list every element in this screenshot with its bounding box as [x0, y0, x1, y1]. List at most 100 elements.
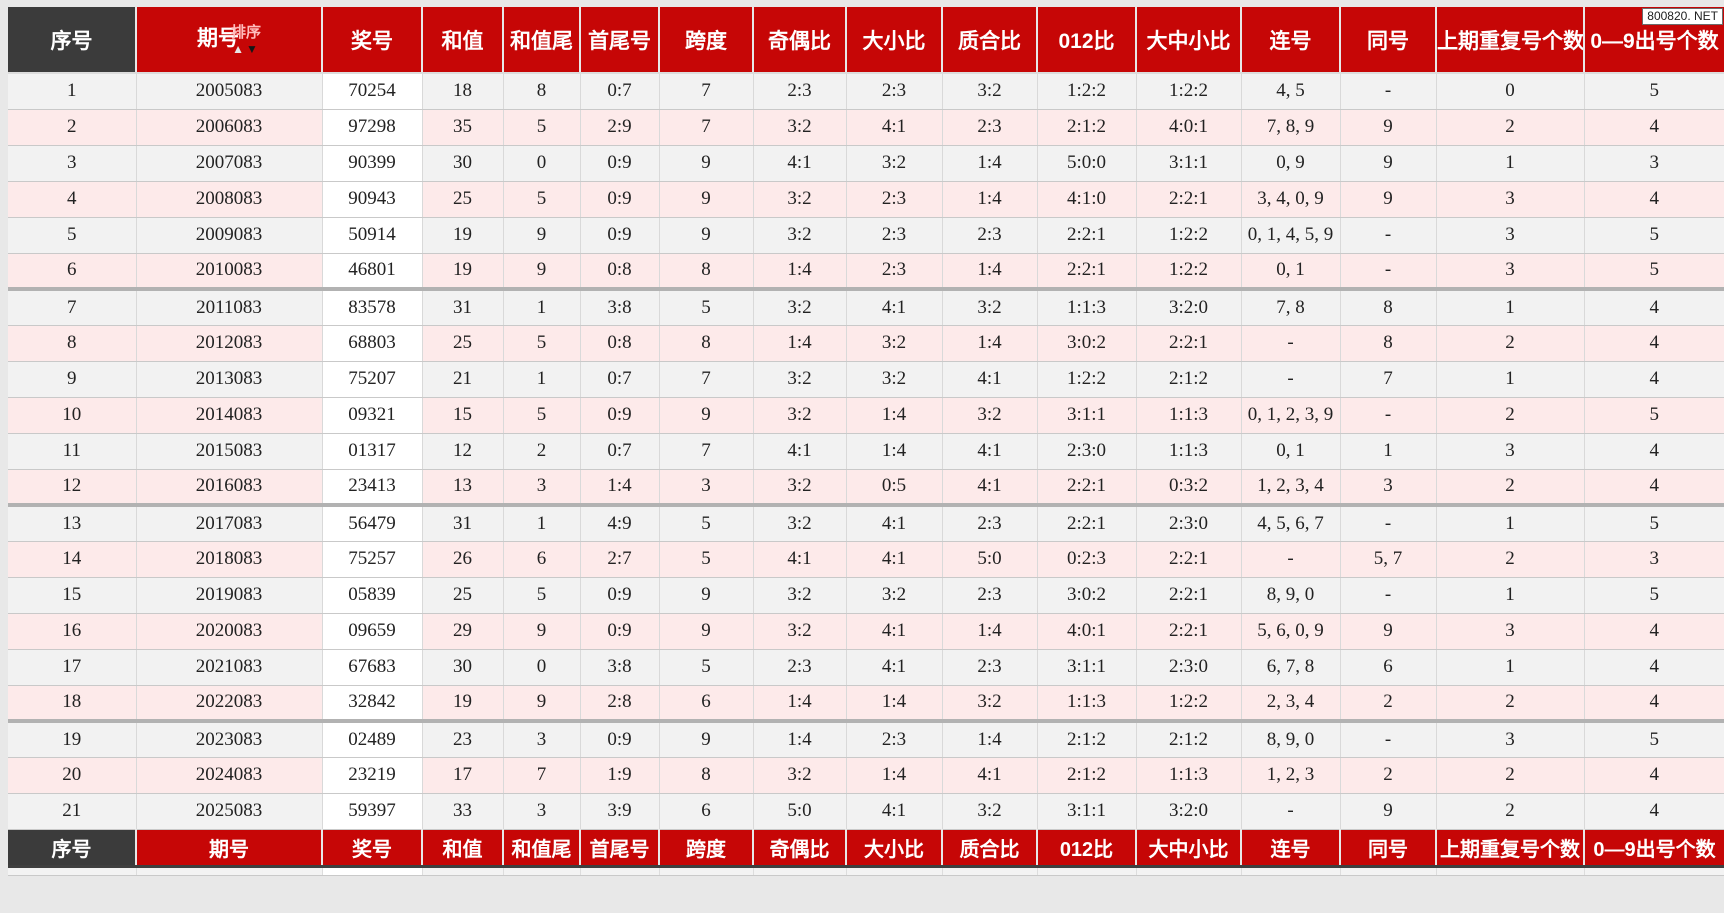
header-repeat-previous: 上期重复号个数	[1436, 7, 1585, 74]
cell-digit-count: 5	[1584, 73, 1724, 110]
cell-sum: 13	[422, 469, 504, 507]
cell-period: 2014083	[136, 397, 323, 434]
cell-span: 9	[659, 145, 754, 182]
cell-012-ratio: 2:2:1	[1037, 469, 1137, 507]
cell-prize-number: 01317	[322, 433, 423, 470]
cell-period: 2020083	[136, 613, 323, 650]
cell-odd-even-ratio: 1:4	[753, 253, 847, 291]
cell-digit-count: 4	[1584, 289, 1724, 326]
cell-repeat-previous: 3	[1436, 217, 1585, 254]
cell-big-small-ratio: 4:1	[846, 109, 943, 146]
sort-desc-icon[interactable]: ▼	[245, 41, 260, 56]
cell-period: 2023083	[136, 721, 323, 758]
sort-asc-icon[interactable]: ▲	[232, 41, 246, 56]
cell-digit-count: 4	[1584, 649, 1724, 686]
table-row: 5 2009083 50914 19 9 0:9 9 3:2 2:3 2:3 2:2:1 1:2:2 0…	[8, 217, 1724, 254]
footer-sum: 和值	[422, 828, 504, 868]
cell-digit-count: 4	[1584, 469, 1724, 507]
cell-prime-composite-ratio: 1:4	[942, 253, 1038, 291]
cell-span: 5	[659, 649, 754, 686]
cell-period: 2013083	[136, 361, 323, 398]
cell-digit-count: 5	[1584, 721, 1724, 758]
cell-odd-even-ratio: 4:1	[753, 541, 847, 578]
cell-prize-number: 70254	[322, 73, 423, 110]
cell-repeat-previous: 0	[1436, 73, 1585, 110]
cell-sum-tail: 9	[503, 217, 581, 254]
cell-serial: 19	[8, 721, 137, 758]
cell-prime-composite-ratio: 2:3	[942, 505, 1038, 542]
cell-big-mid-small-ratio: 2:3:0	[1136, 505, 1242, 542]
cell-min-max: 1:9	[580, 757, 660, 794]
cell-big-small-ratio: 1:4	[846, 757, 943, 794]
cell-prize-number: 32842	[322, 685, 423, 723]
table-row: 3 2007083 90399 30 0 0:9 9 4:1 3:2 1:4 5:0:0 3:1:1 0…	[8, 145, 1724, 182]
cell-consecutive: -	[1241, 325, 1341, 362]
header-row: 序号 期号 排序 ▲▼ 奖号 和值 和值尾 首尾号 跨度 奇偶比 大小比	[8, 7, 1724, 74]
cell-prize-number: 46801	[322, 253, 423, 291]
header-big-small-ratio: 大小比	[846, 7, 943, 74]
cell-digit-count: 5	[1584, 253, 1724, 291]
table-row: 1 2005083 70254 18 8 0:7 7 2:3 2:3 3:2 1:2:2 1:2:2 4…	[8, 73, 1724, 110]
cell-sum: 29	[422, 613, 504, 650]
cell-consecutive: 5, 6, 0, 9	[1241, 613, 1341, 650]
cutoff-cell	[322, 866, 423, 876]
cell-repeat-previous: 2	[1436, 757, 1585, 794]
cell-sum: 35	[422, 109, 504, 146]
cell-prize-number: 97298	[322, 109, 423, 146]
cell-digit-count: 5	[1584, 505, 1724, 542]
cell-same-number: 9	[1340, 181, 1437, 218]
table-row: 20 2024083 23219 17 7 1:9 8 3:2 1:4 4:1 2:1:2 1:1:3…	[8, 757, 1724, 794]
sort-control[interactable]: 排序 ▲▼	[231, 25, 261, 55]
cell-same-number: 5, 7	[1340, 541, 1437, 578]
cell-same-number: -	[1340, 397, 1437, 434]
cell-serial: 10	[8, 397, 137, 434]
cutoff-cell	[942, 866, 1038, 876]
cutoff-cell	[1037, 866, 1137, 876]
header-sum: 和值	[422, 7, 504, 74]
sort-arrows[interactable]: ▲▼	[232, 43, 260, 55]
cell-odd-even-ratio: 3:2	[753, 577, 847, 614]
cell-big-mid-small-ratio: 1:1:3	[1136, 757, 1242, 794]
cell-span: 7	[659, 361, 754, 398]
sort-label[interactable]: 排序	[230, 23, 261, 41]
cell-big-small-ratio: 3:2	[846, 361, 943, 398]
table-row: 11 2015083 01317 12 2 0:7 7 4:1 1:4 4:1 2:3:0 1:1:3…	[8, 433, 1724, 470]
cell-min-max: 3:8	[580, 649, 660, 686]
header-big-mid-small-ratio: 大中小比	[1136, 7, 1242, 74]
cell-012-ratio: 5:0:0	[1037, 145, 1137, 182]
cell-repeat-previous: 2	[1436, 541, 1585, 578]
footer-serial: 序号	[8, 828, 137, 868]
cell-sum: 19	[422, 685, 504, 723]
cell-span: 7	[659, 109, 754, 146]
watermark-badge: 800820. NET	[1642, 8, 1723, 25]
cell-sum: 19	[422, 253, 504, 291]
cell-min-max: 0:8	[580, 325, 660, 362]
cell-same-number: -	[1340, 217, 1437, 254]
cell-big-mid-small-ratio: 4:0:1	[1136, 109, 1242, 146]
cell-repeat-previous: 1	[1436, 505, 1585, 542]
cell-sum: 25	[422, 325, 504, 362]
footer-period: 期号	[136, 828, 323, 868]
cell-big-mid-small-ratio: 1:2:2	[1136, 73, 1242, 110]
footer-span: 跨度	[659, 828, 754, 868]
cell-012-ratio: 3:0:2	[1037, 325, 1137, 362]
cell-big-mid-small-ratio: 2:2:1	[1136, 613, 1242, 650]
cell-consecutive: 0, 1, 2, 3, 9	[1241, 397, 1341, 434]
cell-consecutive: 7, 8	[1241, 289, 1341, 326]
cell-012-ratio: 3:1:1	[1037, 793, 1137, 830]
cell-min-max: 0:7	[580, 73, 660, 110]
cell-odd-even-ratio: 3:2	[753, 361, 847, 398]
cell-odd-even-ratio: 3:2	[753, 217, 847, 254]
cell-min-max: 3:9	[580, 793, 660, 830]
cell-odd-even-ratio: 3:2	[753, 397, 847, 434]
cell-repeat-previous: 3	[1436, 613, 1585, 650]
cell-repeat-previous: 1	[1436, 145, 1585, 182]
cell-prime-composite-ratio: 4:1	[942, 361, 1038, 398]
cell-same-number: -	[1340, 577, 1437, 614]
table-row: 8 2012083 68803 25 5 0:8 8 1:4 3:2 1:4 3:0:2 2:2:1-…	[8, 325, 1724, 362]
cell-digit-count: 4	[1584, 793, 1724, 830]
cell-big-small-ratio: 2:3	[846, 721, 943, 758]
cell-sum-tail: 5	[503, 181, 581, 218]
cell-repeat-previous: 2	[1436, 109, 1585, 146]
cell-odd-even-ratio: 3:2	[753, 613, 847, 650]
